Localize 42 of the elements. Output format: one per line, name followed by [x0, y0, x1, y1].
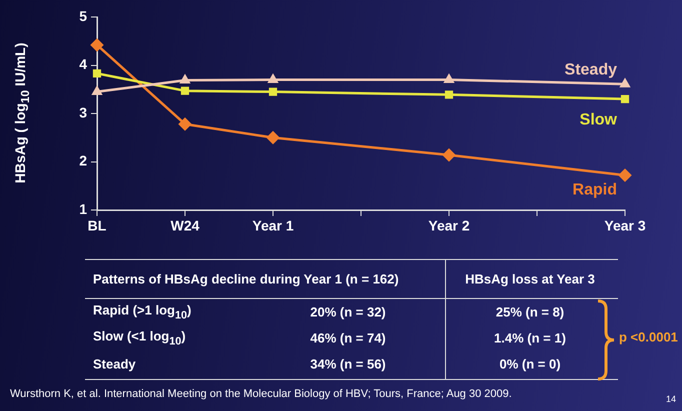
point [92, 86, 102, 96]
point [442, 148, 456, 162]
text: 14 [666, 394, 676, 404]
point [268, 74, 278, 83]
x-tick-label: Year 2 [428, 217, 470, 234]
text: Steady [93, 356, 136, 372]
series-label: Steady [564, 61, 618, 78]
point [444, 90, 454, 99]
x-tick-label: Year 1 [252, 217, 294, 234]
point [90, 38, 104, 52]
text: Slow (<1 log$_{10}$) [93, 328, 186, 348]
point [92, 69, 102, 78]
point [180, 74, 190, 84]
point [180, 86, 190, 95]
y-tick-label: 4 [79, 56, 88, 72]
text: HBsAg loss at Year 3 [465, 272, 595, 286]
series-label: Slow [580, 111, 618, 128]
point [178, 118, 192, 130]
point [266, 131, 280, 144]
y-tick-label: 3 [79, 104, 88, 120]
point [620, 94, 630, 104]
text: Patterns of HBsAg decline during Year 1 (n = 162) [93, 272, 399, 286]
text: 34% (n = 56) [310, 356, 386, 372]
y-tick-label: 1 [79, 200, 88, 217]
point [620, 78, 630, 88]
text: Wursthorn K, et al. International Meeting on the Molecular Biology of HBV; Tours, France; Aug 30 2009. [10, 388, 512, 400]
text: p <0.0001 [619, 330, 678, 344]
point [444, 74, 454, 83]
text: 46% (n = 74) [310, 330, 386, 346]
text: 1.4% (n = 1) [494, 330, 566, 346]
x-tick-label: W24 [170, 217, 200, 234]
x-tick-label: BL [88, 217, 107, 234]
y-tick-label: 2 [79, 152, 88, 169]
text: 20% (n = 32) [310, 304, 386, 320]
x-tick-label: Year 3 [604, 217, 646, 234]
point [268, 88, 278, 96]
text: 0% (n = 0) [499, 356, 561, 372]
point [618, 169, 632, 182]
y-tick-label: 5 [79, 8, 88, 24]
text: 25% (n = 8) [496, 304, 564, 320]
series-label: Rapid [572, 182, 617, 199]
text: Rapid (>1 log$_{10}$) [93, 302, 192, 322]
